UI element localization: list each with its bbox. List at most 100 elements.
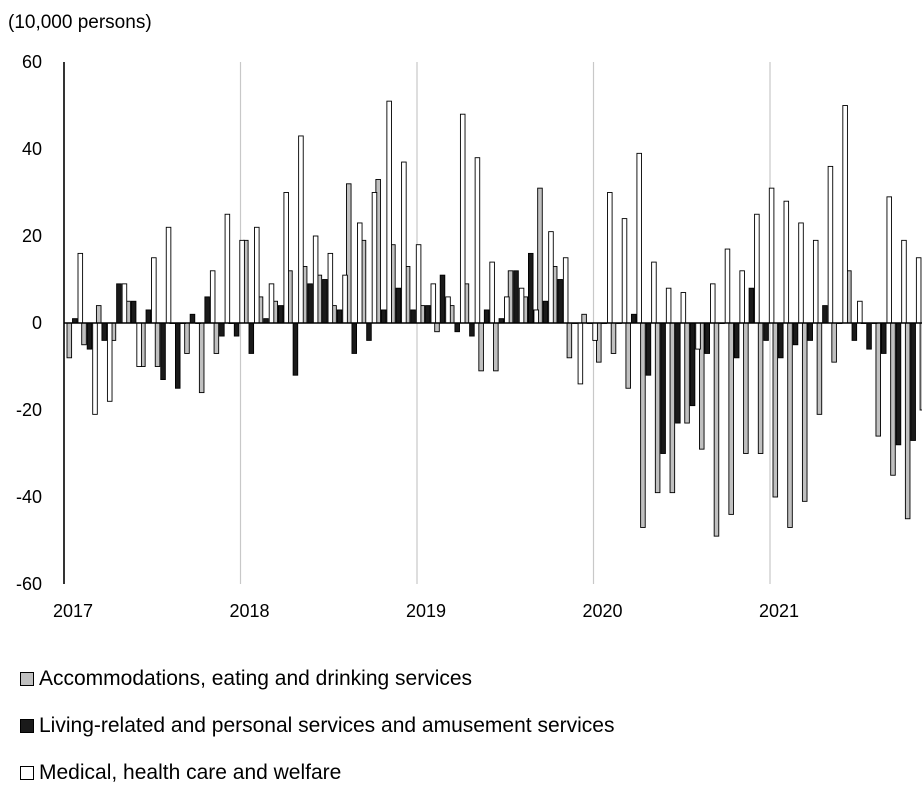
legend-label-accommodations: Accommodations, eating and drinking serv…: [39, 667, 473, 690]
bar-accommodations-8: [184, 322, 190, 354]
bar-medical-31: [533, 309, 540, 324]
bar-living-related-10: [219, 322, 225, 337]
y-tick-label-60: 60: [22, 52, 42, 72]
bar-living-related-16: [307, 283, 313, 324]
bar-medical-45: [739, 270, 745, 324]
legend-swatch-medical: [20, 766, 34, 780]
y-tick-label--60: -60: [16, 574, 42, 594]
legend-item-living-related: Living-related and personal services and…: [20, 714, 614, 738]
bar-living-related-26: [454, 322, 460, 333]
tick-labels: -60 -40 -20 0 20 40 60 2017 2018 2019 2020 2021: [16, 52, 799, 621]
bar-accommodations-40: [654, 322, 661, 494]
bar-living-related-57: [910, 322, 916, 441]
bar-accommodations-10: [213, 322, 220, 354]
bar-living-related-17: [322, 279, 328, 324]
bar-medical-17: [327, 252, 334, 324]
bar-accommodations-52: [831, 322, 837, 363]
bar-accommodations-39: [640, 322, 646, 528]
bar-accommodations-28: [478, 322, 484, 372]
bar-living-related-4: [130, 300, 137, 324]
bar-accommodations-25: [434, 322, 440, 333]
bar-living-related-30: [513, 270, 519, 324]
bar-living-related-3: [116, 283, 122, 324]
bar-medical-42: [695, 322, 701, 350]
bar-accommodations-6: [154, 322, 161, 367]
bar-accommodations-38: [625, 322, 631, 389]
bar-medical-57: [915, 257, 922, 324]
bar-accommodations-42: [684, 322, 690, 424]
bar-living-related-1: [86, 322, 93, 350]
bar-medical-19: [357, 222, 363, 324]
bar-accommodations-32: [537, 187, 543, 324]
bar-medical-50: [812, 239, 819, 324]
bar-accommodations-57: [904, 322, 911, 520]
bar-medical-6: [165, 226, 172, 324]
y-tick-label--40: -40: [16, 487, 42, 507]
legend-item-accommodations: Accommodations, eating and drinking serv…: [20, 667, 472, 691]
legend-item-medical: Medical, health care and welfare: [20, 761, 341, 785]
legend-label-medical: Medical, health care and welfare: [39, 761, 342, 784]
bar-living-related-25: [439, 274, 446, 324]
bar-medical-34: [577, 322, 584, 385]
legend-swatch-living-related: [20, 719, 34, 733]
bar-living-related-45: [733, 322, 740, 359]
bar-living-related-42: [689, 322, 696, 407]
bar-living-related-18: [336, 309, 343, 324]
bar-accommodations-50: [801, 322, 808, 502]
bar-living-related-2: [101, 322, 107, 341]
x-tick-label-2020: 2020: [582, 601, 622, 621]
bar-medical-13: [268, 283, 275, 324]
bar-living-related-32: [542, 300, 549, 324]
bar-medical-44: [724, 248, 731, 324]
bar-medical-36: [607, 192, 613, 324]
bar-medical-24: [430, 283, 437, 324]
bar-medical-38: [636, 152, 642, 324]
bar-living-related-23: [410, 309, 416, 324]
bar-medical-33: [562, 257, 569, 324]
bar-living-related-11: [233, 322, 240, 337]
bar-medical-4: [136, 322, 142, 367]
bar-medical-10: [224, 213, 231, 324]
bar-medical-35: [592, 322, 598, 341]
bar-living-related-56: [895, 322, 902, 446]
bar-living-related-14: [277, 305, 284, 324]
bar-medical-52: [842, 105, 848, 324]
bar-accommodations-58: [919, 322, 922, 411]
bar-living-related-7: [175, 322, 181, 389]
bar-medical-29: [504, 296, 510, 324]
bar-medical-5: [151, 257, 157, 324]
bar-living-related-43: [704, 322, 711, 354]
bar-living-related-12: [248, 322, 255, 354]
bar-medical-9: [209, 270, 216, 324]
bar-accommodations-55: [875, 322, 882, 437]
x-tick-label-2017: 2017: [53, 601, 93, 621]
bar-living-related-19: [351, 322, 358, 354]
bar-medical-40: [665, 287, 672, 324]
bar-accommodations-47: [757, 322, 764, 454]
bar-accommodations-0: [66, 322, 73, 359]
bar-medical-11: [239, 239, 245, 324]
bar-medical-46: [754, 213, 760, 324]
y-axis-unit-label: (10,000 persons): [8, 12, 152, 33]
bar-medical-16: [312, 235, 319, 324]
x-tick-label-2018: 2018: [229, 601, 269, 621]
bar-medical-51: [827, 165, 834, 324]
bar-accommodations-1: [81, 322, 87, 346]
bar-accommodations-34: [566, 322, 573, 359]
bar-medical-53: [857, 300, 863, 324]
x-tick-label-2021: 2021: [759, 601, 799, 621]
bar-medical-28: [489, 261, 495, 324]
bar-living-related-9: [204, 296, 210, 324]
bar-medical-25: [445, 296, 451, 324]
bar-accommodations-35: [581, 313, 587, 324]
bar-living-related-15: [292, 322, 299, 376]
bar-living-related-49: [792, 322, 799, 346]
y-tick-label-0: 0: [32, 313, 42, 333]
bar-living-related-6: [160, 322, 166, 380]
bar-accommodations-48: [772, 322, 779, 498]
bar-accommodations-44: [713, 322, 720, 537]
bar-living-related-41: [675, 322, 681, 424]
bar-chart: -60 -40 -20 0 20 40 60 2017 2018 2019 2020 2021: [16, 52, 922, 621]
y-tick-label--20: -20: [16, 400, 42, 420]
bar-living-related-51: [822, 305, 828, 324]
